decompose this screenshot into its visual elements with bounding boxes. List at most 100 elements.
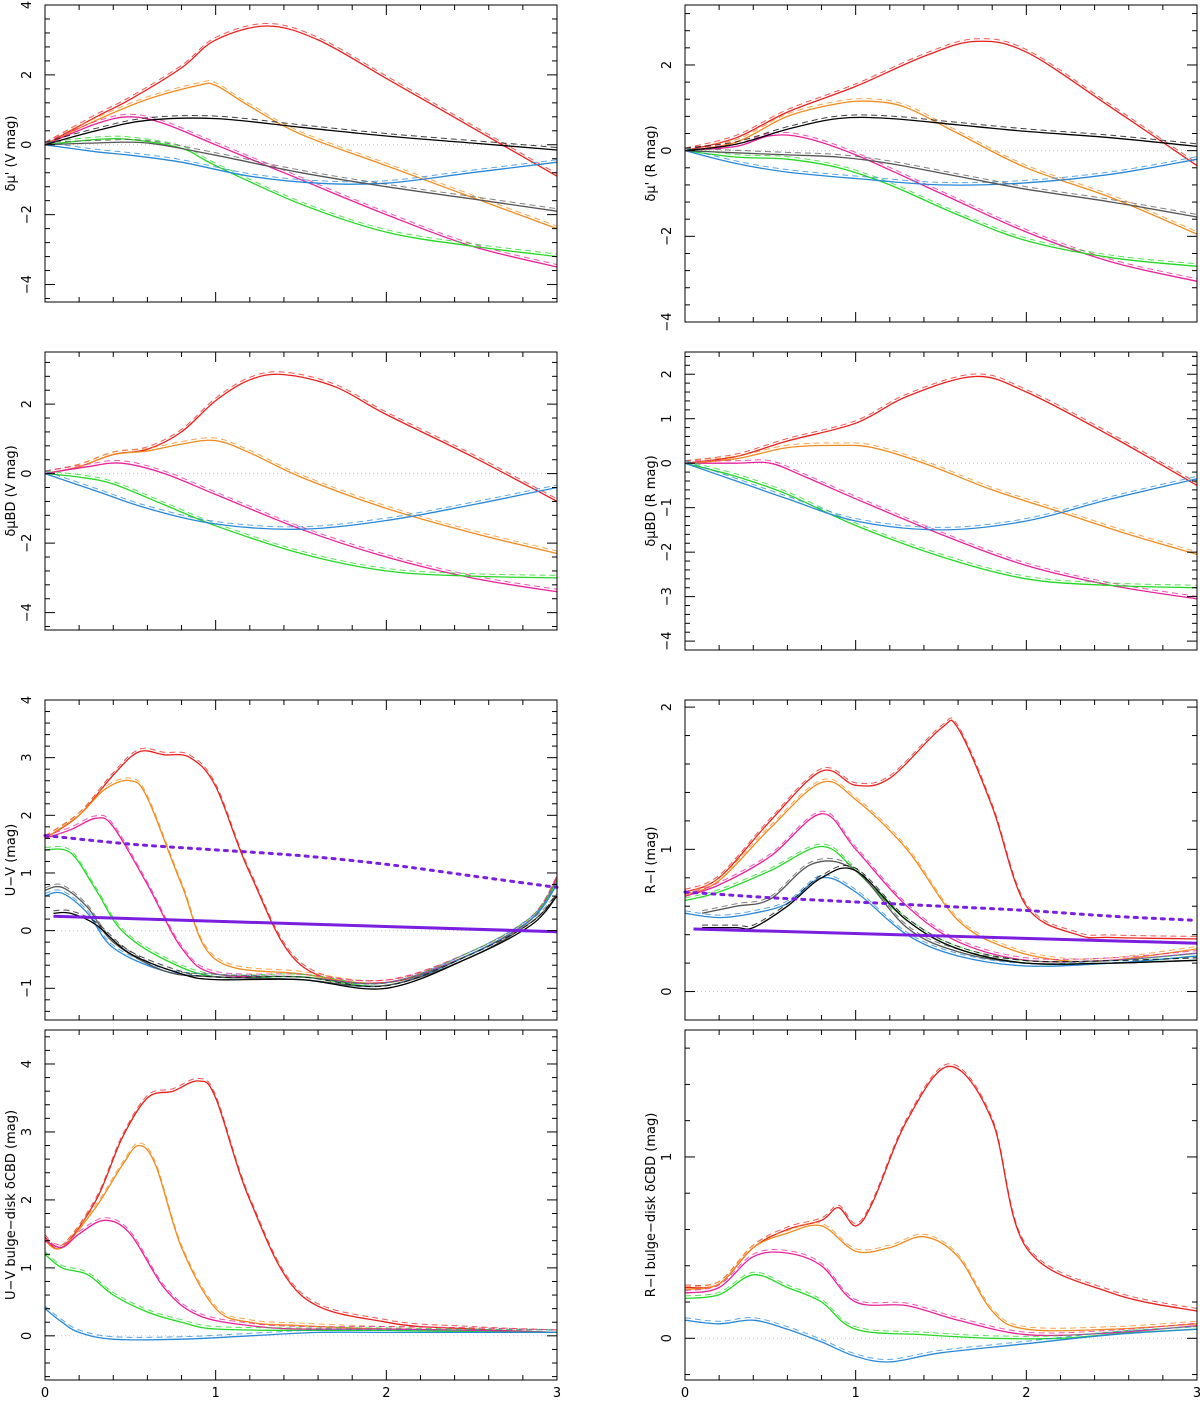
plot-frame xyxy=(44,1029,558,1381)
series-red-dashed xyxy=(44,747,558,982)
panel-p1: −4 −2 0 2 4 δμ' (V mag) xyxy=(4,1,558,303)
series-blue xyxy=(44,472,558,530)
y-tick-label: 0 xyxy=(660,987,675,995)
y-tick-label: 1 xyxy=(660,845,675,853)
y-tick-label: 3 xyxy=(20,754,35,762)
x-tick-label: 2 xyxy=(1022,1386,1030,1401)
y-tick-label: 0 xyxy=(660,1334,675,1342)
y-axis-label: R−I (mag) xyxy=(644,827,659,894)
series-red xyxy=(44,25,558,177)
series-red xyxy=(684,719,1198,940)
y-tick-label: 2 xyxy=(660,703,675,711)
x-tick-label: 0 xyxy=(681,1386,689,1401)
panel-p6: 0 1 2 R−I (mag) xyxy=(644,699,1199,1021)
series-blue xyxy=(684,462,1198,531)
y-tick-label: 2 xyxy=(20,811,35,819)
series-purple-solid xyxy=(53,914,558,934)
plot-frame xyxy=(684,699,1198,1021)
series-green xyxy=(684,149,1198,267)
panel-p8: 010123zR−I bulge−disk δCBD (mag) xyxy=(644,1029,1200,1401)
x-tick-label: 1 xyxy=(212,1386,220,1401)
y-tick-label: −2 xyxy=(20,205,35,224)
y-tick-label: 4 xyxy=(20,1,35,9)
y-tick-label: 0 xyxy=(20,926,35,934)
series-grey xyxy=(701,860,1198,965)
series-black xyxy=(44,117,558,151)
y-tick-label: 4 xyxy=(20,1060,35,1068)
series-magenta-dashed xyxy=(684,459,1198,597)
y-axis-label: U−V (mag) xyxy=(4,824,19,896)
series-red-dashed xyxy=(44,22,558,175)
series-red-dashed xyxy=(44,1077,558,1331)
y-tick-label: 0 xyxy=(20,141,35,149)
series-grey-dashed xyxy=(44,883,558,985)
series-orange-dashed xyxy=(44,437,558,552)
series-magenta-dashed xyxy=(44,459,558,590)
series-orange-dashed xyxy=(44,80,558,227)
series-purple-dotted xyxy=(43,834,559,889)
series-green xyxy=(44,1253,558,1334)
series-orange xyxy=(684,100,1198,235)
plot-frame xyxy=(684,1029,1198,1381)
series-black xyxy=(702,867,1198,965)
series-orange-dashed xyxy=(684,98,1198,233)
series-red-dashed xyxy=(44,371,558,500)
series-red-dashed xyxy=(684,38,1198,164)
series-blue xyxy=(44,144,558,185)
series-blue-dashed xyxy=(684,460,1198,528)
series-magenta-dashed xyxy=(44,113,558,266)
series-magenta xyxy=(44,1219,558,1334)
series-magenta xyxy=(684,134,1198,282)
y-tick-label: 2 xyxy=(20,400,35,408)
plot-frame xyxy=(684,4,1198,323)
y-axis-label: δμBD (R mag) xyxy=(644,455,659,546)
series-green xyxy=(44,472,558,579)
y-axis-label: U−V bulge−disk δCBD (mag) xyxy=(4,1110,19,1300)
y-tick-label: 0 xyxy=(20,1332,35,1340)
series-red xyxy=(684,375,1198,486)
y-tick-label: −3 xyxy=(660,587,675,606)
plot-frame xyxy=(44,351,558,631)
series-blue xyxy=(684,149,1198,186)
y-tick-label: 2 xyxy=(660,370,675,378)
series-grey xyxy=(684,149,1198,218)
x-tick-label: 2 xyxy=(382,1386,390,1401)
series-green-dashed xyxy=(684,1271,1198,1337)
series-magenta xyxy=(684,461,1198,600)
series-orange xyxy=(44,439,558,555)
plot-frame xyxy=(684,351,1198,651)
series-magenta xyxy=(684,1251,1198,1337)
y-tick-label: −1 xyxy=(660,498,675,517)
series-blue-dashed xyxy=(44,1305,557,1338)
series-red xyxy=(684,40,1198,167)
series-red-dashed xyxy=(684,717,1198,937)
x-tick-label: 3 xyxy=(1193,1386,1200,1401)
y-tick-label: 1 xyxy=(660,1153,675,1161)
y-tick-label: −2 xyxy=(660,543,675,562)
y-tick-label: 4 xyxy=(20,696,35,704)
series-grey xyxy=(44,141,558,212)
y-tick-label: −4 xyxy=(20,603,35,622)
panel-p7: 012340123zU−V bulge−disk δCBD (mag) xyxy=(4,1029,561,1401)
series-orange-dashed xyxy=(44,1142,558,1331)
panel-p5: −1 0 1 2 3 4 U−V (mag) xyxy=(4,696,559,1021)
series-black xyxy=(684,116,1198,152)
series-orange xyxy=(684,444,1198,556)
series-orange-dashed xyxy=(684,1222,1198,1329)
series-magenta-dashed xyxy=(684,1249,1198,1334)
series-grey-dashed xyxy=(684,147,1198,215)
series-blue-dashed xyxy=(44,470,558,528)
x-tick-label: 1 xyxy=(852,1386,860,1401)
y-axis-label: R−I bulge−disk δCBD (mag) xyxy=(644,1113,659,1298)
y-tick-label: −2 xyxy=(660,227,675,246)
series-red xyxy=(44,373,558,502)
series-blue-dashed xyxy=(684,874,1198,965)
series-orange-dashed xyxy=(684,442,1198,553)
series-orange xyxy=(44,1144,558,1334)
plot-frame xyxy=(44,4,558,303)
panel-p3: −4 −2 0 2 δμBD (V mag) xyxy=(4,351,558,631)
series-red xyxy=(44,1080,558,1334)
y-tick-label: 1 xyxy=(20,869,35,877)
series-orange xyxy=(44,82,558,230)
